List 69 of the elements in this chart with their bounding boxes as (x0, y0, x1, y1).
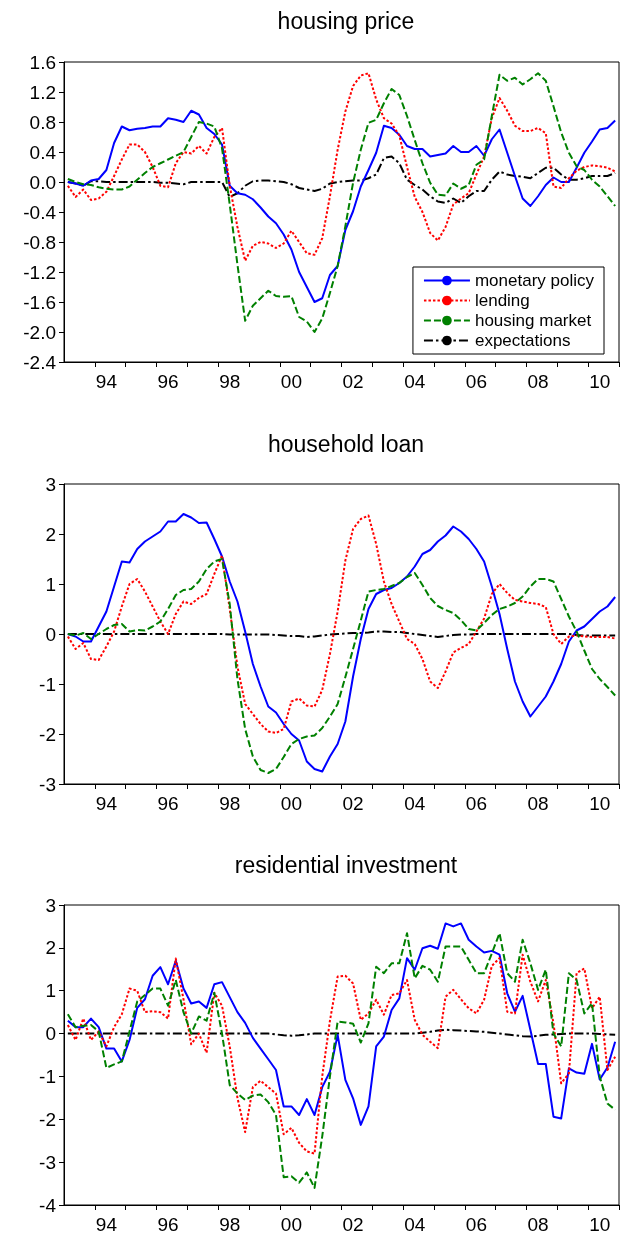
y-tick-label: 1.2 (29, 81, 56, 103)
x-tick-label: 06 (465, 1214, 487, 1235)
y-tick-label: -0.8 (23, 231, 56, 253)
line-series (66, 932, 617, 1189)
x-tick-label: 06 (465, 793, 487, 814)
x-tick-label: 08 (527, 1214, 549, 1235)
x-tick-label: 98 (219, 1214, 241, 1235)
y-tick-label: 3 (45, 473, 56, 495)
x-tick-label: 02 (342, 1214, 364, 1235)
x-tick-label: 98 (219, 371, 241, 392)
legend-label: expectations (474, 331, 571, 350)
y-tick-label: 1 (45, 573, 56, 595)
line-series (66, 953, 617, 1155)
x-tick-label: 10 (589, 1214, 611, 1235)
x-tick-label: 02 (342, 793, 364, 814)
x-tick-label: 00 (280, 793, 302, 814)
line-series (66, 922, 617, 1126)
x-tick-label: 10 (589, 371, 611, 392)
x-tick-label: 00 (280, 371, 302, 392)
y-tick-label: -0.4 (23, 201, 57, 223)
x-tick-label: 02 (342, 371, 364, 392)
x-tick-label: 94 (95, 371, 118, 392)
y-tick-label: -2 (39, 723, 56, 745)
y-tick-label: -4 (39, 1194, 57, 1216)
line-series (66, 513, 617, 773)
legend-label: housing market (474, 311, 592, 330)
y-tick-label: -1 (39, 673, 56, 695)
x-tick-label: 94 (95, 793, 118, 814)
y-tick-label: -1.2 (23, 261, 56, 283)
y-tick-label: -2.4 (23, 351, 57, 373)
x-tick-label: 04 (404, 1214, 426, 1235)
x-tick-label: 96 (157, 1214, 179, 1235)
y-tick-label: 2 (45, 937, 56, 959)
line-series (66, 558, 617, 774)
x-tick-label: 94 (95, 1214, 118, 1235)
y-tick-label: 0.8 (29, 111, 56, 133)
x-tick-label: 04 (404, 793, 426, 814)
y-tick-label: 2 (45, 523, 56, 545)
y-tick-label: 3 (45, 894, 56, 916)
line-series (66, 72, 617, 262)
x-tick-label: 96 (157, 371, 179, 392)
y-tick-label: -3 (39, 1151, 56, 1173)
y-tick-label: -1.6 (23, 291, 56, 313)
y-tick-label: 0.0 (29, 171, 56, 193)
y-tick-label: 0 (45, 1023, 56, 1045)
chart-title: residential investment (234, 851, 458, 878)
x-tick-label: 04 (404, 371, 426, 392)
y-tick-label: 0.4 (29, 141, 57, 163)
chart-title: household loan (267, 430, 425, 457)
x-tick-label: 00 (280, 1214, 302, 1235)
x-tick-label: 10 (589, 793, 611, 814)
y-tick-label: -2 (39, 1108, 56, 1130)
line-series (66, 1028, 617, 1038)
line-series (66, 514, 617, 734)
x-tick-label: 08 (527, 371, 549, 392)
legend-label: monetary policy (474, 271, 595, 290)
line-series (66, 72, 617, 333)
x-tick-label: 06 (465, 371, 487, 392)
y-tick-label: 1 (45, 980, 56, 1002)
y-tick-label: -3 (39, 773, 56, 795)
chart-title: housing price (277, 7, 415, 34)
y-tick-label: -2.0 (23, 321, 56, 343)
legend-label: lending (474, 291, 530, 310)
x-tick-label: 98 (219, 793, 241, 814)
y-tick-label: 1.6 (29, 51, 56, 73)
y-tick-label: 0 (45, 623, 56, 645)
y-tick-label: -1 (39, 1065, 56, 1087)
x-tick-label: 96 (157, 793, 179, 814)
x-tick-label: 08 (527, 793, 549, 814)
